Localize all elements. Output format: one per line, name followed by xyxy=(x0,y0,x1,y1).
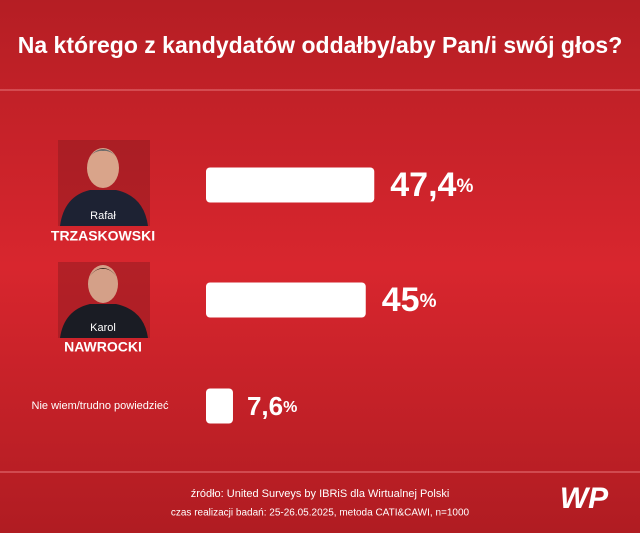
bar xyxy=(206,167,375,203)
candidate-last-name: NAWROCKI xyxy=(64,339,142,355)
logo-text: WP xyxy=(560,482,609,515)
note: czas realizacji badań: 25-26.05.2025, me… xyxy=(171,508,470,519)
bar xyxy=(206,388,233,424)
category-label: Nie wiem/trudno powiedzieć xyxy=(32,400,169,412)
candidate-first-name: Rafał xyxy=(90,210,116,222)
portrait xyxy=(58,262,150,338)
value-label: 47,4% xyxy=(390,166,473,204)
value-label: 45% xyxy=(382,281,437,319)
value-label: 7,6% xyxy=(247,391,297,421)
candidate-last-name: TRZASKOWSKI xyxy=(51,228,155,244)
candidate-first-name: Karol xyxy=(90,322,116,334)
logo: WP xyxy=(560,482,609,515)
chart-title: Na którego z kandydatów oddałby/aby Pan/… xyxy=(18,32,623,58)
portrait xyxy=(58,140,150,226)
bar xyxy=(206,282,366,318)
source: źródło: United Surveys by IBRiS dla Wirt… xyxy=(191,488,450,500)
